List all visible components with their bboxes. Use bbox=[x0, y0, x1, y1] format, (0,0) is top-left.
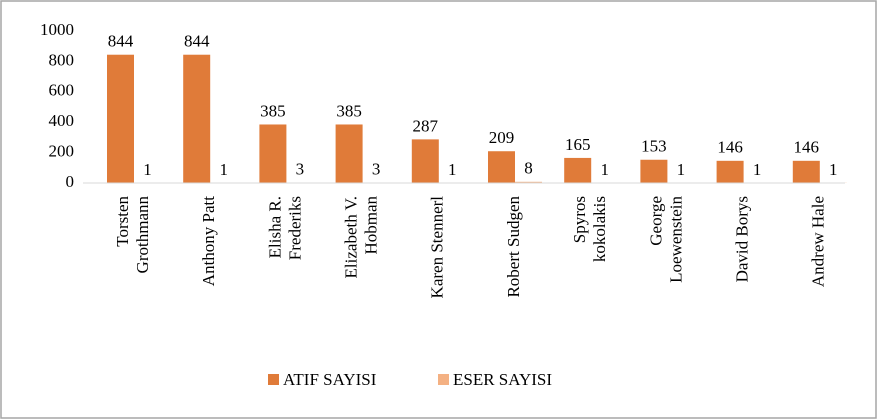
data-label: 385 bbox=[336, 101, 362, 120]
x-tick-label-line: Hobman bbox=[362, 196, 381, 255]
x-tick-label: TorstenGrothmann bbox=[113, 196, 152, 274]
legend-swatch bbox=[438, 374, 449, 385]
x-tick-label-line: George bbox=[646, 196, 665, 246]
data-label: 385 bbox=[260, 101, 286, 120]
bar bbox=[564, 157, 592, 183]
data-label: 3 bbox=[372, 159, 381, 178]
data-label: 1 bbox=[219, 160, 228, 179]
data-label: 153 bbox=[641, 137, 667, 156]
y-tick-label: 600 bbox=[49, 81, 75, 100]
bar bbox=[411, 139, 439, 183]
data-label: 1 bbox=[753, 160, 762, 179]
data-label: 165 bbox=[565, 135, 591, 154]
x-tick-label-line: Elisha R. bbox=[265, 196, 284, 258]
bar bbox=[716, 160, 744, 183]
bar bbox=[259, 124, 287, 183]
legend-swatch bbox=[268, 374, 279, 385]
x-tick-label-line: Loewenstein bbox=[666, 196, 685, 283]
bar bbox=[515, 181, 542, 183]
bar bbox=[640, 159, 668, 183]
y-tick-label: 200 bbox=[49, 142, 75, 161]
x-tick-label: Spyroskokolakis bbox=[570, 196, 609, 262]
data-label: 209 bbox=[489, 128, 515, 147]
data-label: 1 bbox=[448, 160, 457, 179]
x-tick-label-line: kokolakis bbox=[590, 196, 609, 262]
x-tick-label: David Borys bbox=[733, 196, 752, 282]
data-label: 146 bbox=[717, 138, 743, 157]
legend-label: ATIF SAYISI bbox=[283, 370, 377, 389]
bar bbox=[792, 160, 820, 183]
x-tick-label: Elisha R.Frederiks bbox=[265, 196, 304, 260]
data-label: 844 bbox=[184, 32, 210, 51]
x-tick-label: Karen Stennerl bbox=[428, 196, 447, 299]
bar bbox=[335, 124, 363, 183]
data-label: 1 bbox=[600, 160, 609, 179]
y-tick-label: 400 bbox=[49, 111, 75, 130]
data-label: 1 bbox=[143, 160, 152, 179]
x-tick-label-line: Spyros bbox=[570, 196, 589, 243]
y-tick-label: 800 bbox=[49, 50, 75, 69]
x-tick-label: Anthony Patt bbox=[199, 196, 218, 286]
x-tick-label-line: Grothmann bbox=[133, 196, 152, 274]
data-label: 8 bbox=[524, 159, 533, 178]
data-label: 1 bbox=[677, 160, 686, 179]
data-label: 3 bbox=[296, 159, 305, 178]
y-tick-label: 1000 bbox=[40, 20, 74, 39]
data-label: 1 bbox=[829, 160, 838, 179]
data-label: 287 bbox=[413, 116, 439, 135]
data-label: 146 bbox=[794, 138, 820, 157]
x-tick-label: Robert Sudgen bbox=[504, 196, 523, 298]
bar bbox=[488, 151, 515, 183]
legend-label: ESER SAYISI bbox=[453, 370, 552, 389]
data-label: 844 bbox=[108, 32, 134, 51]
x-tick-label: Elizabeth V.Hobman bbox=[342, 196, 381, 279]
x-tick-label: GeorgeLoewenstein bbox=[646, 196, 685, 283]
x-tick-label-line: Torsten bbox=[113, 196, 132, 247]
x-tick-label-line: Frederiks bbox=[285, 196, 304, 260]
x-tick-label: Andrew Hale bbox=[809, 196, 828, 287]
bar bbox=[183, 54, 211, 183]
y-tick-label: 0 bbox=[66, 172, 75, 191]
x-tick-label-line: Elizabeth V. bbox=[342, 196, 361, 278]
bar bbox=[107, 54, 134, 183]
